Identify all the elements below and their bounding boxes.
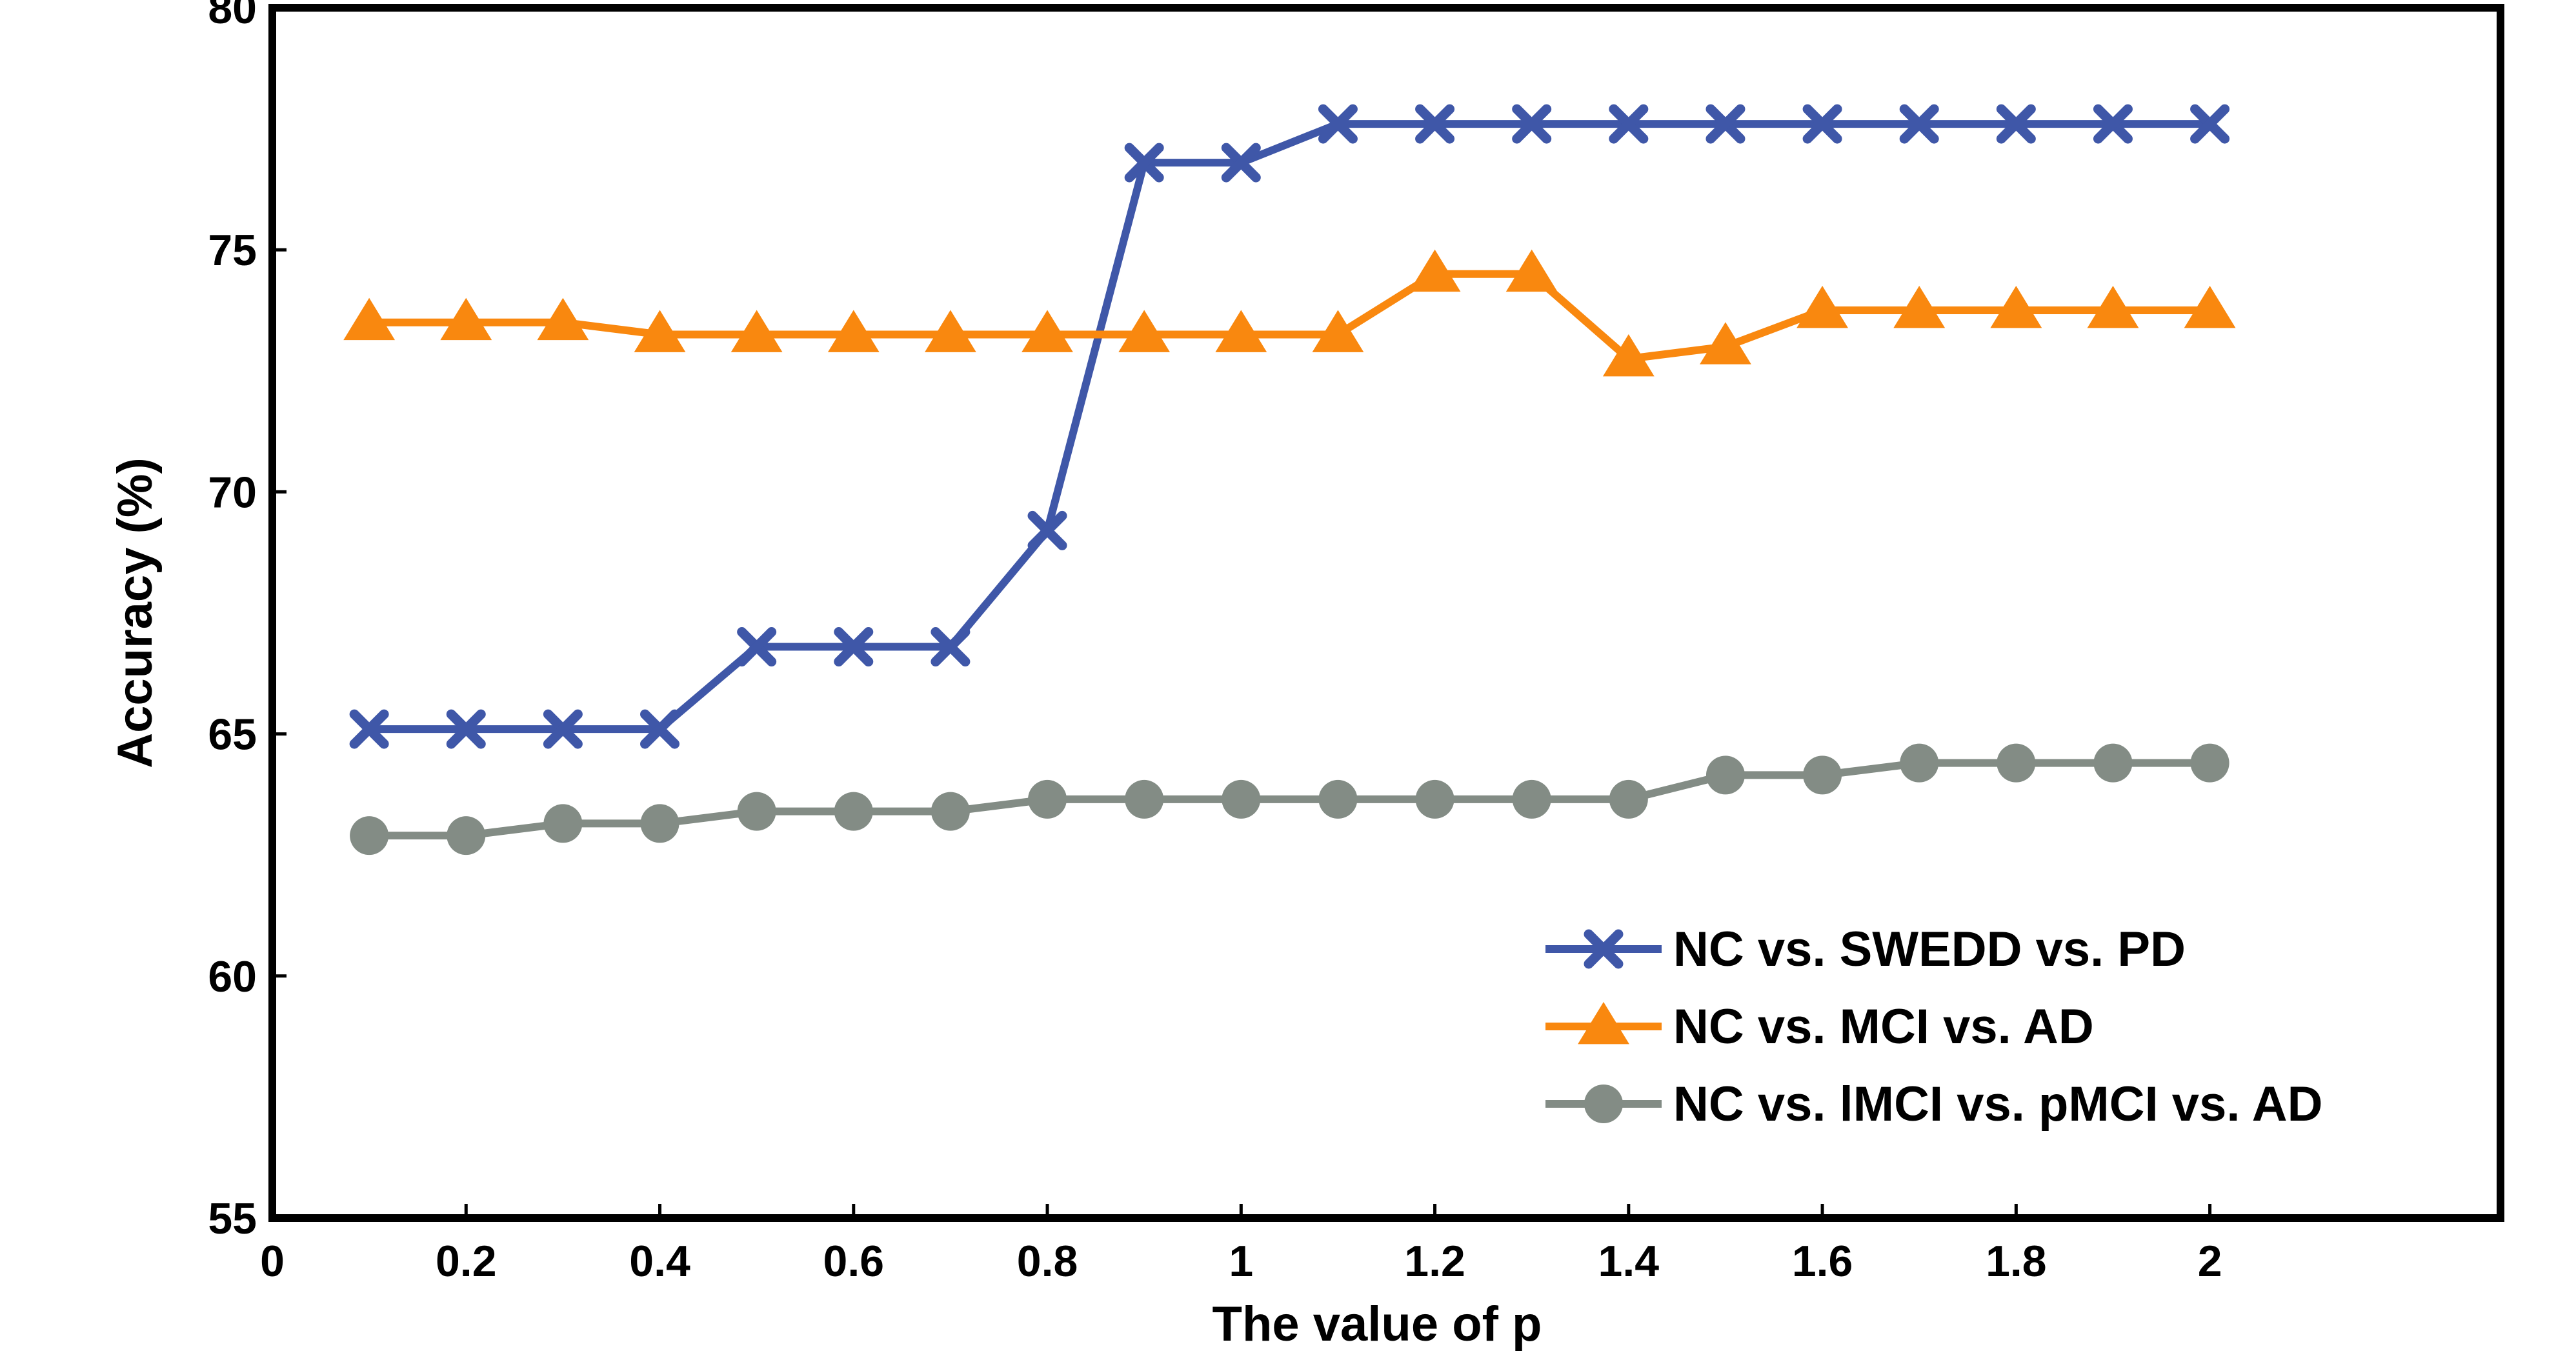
data-point bbox=[350, 816, 389, 855]
data-point bbox=[1318, 104, 1358, 144]
data-point bbox=[1318, 779, 1358, 819]
legend-item: NC vs. MCI vs. AD bbox=[1545, 999, 2094, 1054]
y-tick-label: 60 bbox=[208, 952, 257, 1001]
data-point bbox=[1027, 510, 1067, 550]
data-point bbox=[1505, 249, 1558, 292]
data-point bbox=[543, 709, 583, 749]
data-point bbox=[1706, 755, 1745, 795]
y-tick-label: 75 bbox=[208, 226, 257, 275]
data-point bbox=[1893, 286, 1946, 328]
data-point bbox=[1609, 779, 1648, 819]
data-point bbox=[446, 709, 486, 749]
data-point bbox=[1700, 322, 1751, 365]
data-point bbox=[737, 792, 776, 831]
data-point bbox=[1990, 286, 2042, 328]
legend-marker bbox=[1584, 929, 1624, 969]
data-point bbox=[1802, 104, 1842, 144]
x-tick-label: 0.6 bbox=[823, 1237, 885, 1286]
data-point bbox=[1124, 143, 1164, 183]
x-tick-label: 1.2 bbox=[1404, 1237, 1465, 1286]
data-point bbox=[1706, 104, 1746, 144]
data-point bbox=[634, 310, 686, 352]
data-point bbox=[925, 310, 976, 352]
data-point bbox=[1222, 779, 1261, 819]
data-point bbox=[440, 297, 492, 341]
data-point bbox=[1312, 310, 1364, 352]
series-2 bbox=[343, 249, 2236, 377]
x-tick-label: 2 bbox=[2198, 1237, 2222, 1286]
series-line bbox=[369, 270, 2210, 363]
legend-label: NC vs. lMCI vs. pMCI vs. AD bbox=[1673, 1077, 2323, 1132]
data-point bbox=[1996, 104, 2036, 144]
data-point bbox=[1125, 779, 1164, 819]
axis-ticks: 0 0.2 0.4 0.6 0.8 1 1.2 1.4 1.6 1.8 2 55 60 65 70 75 80 bbox=[208, 0, 2222, 1286]
data-point bbox=[543, 804, 583, 843]
y-tick-label: 80 bbox=[208, 0, 257, 33]
data-point bbox=[2190, 743, 2229, 783]
series-layer bbox=[343, 104, 2236, 855]
y-axis-title: Accuracy (%) bbox=[108, 457, 163, 768]
data-point bbox=[1028, 779, 1067, 819]
data-point bbox=[834, 627, 874, 667]
data-point bbox=[1602, 334, 1655, 377]
legend: NC vs. SWEDD vs. PD NC vs. MCI vs. AD NC v… bbox=[1545, 922, 2323, 1132]
data-point bbox=[349, 709, 389, 749]
x-tick-label: 0.8 bbox=[1017, 1237, 1078, 1286]
data-point bbox=[730, 310, 783, 352]
data-point bbox=[2087, 286, 2139, 328]
data-point bbox=[1512, 779, 1551, 819]
x-tick-label: 1 bbox=[1229, 1237, 1253, 1286]
data-point bbox=[343, 297, 396, 341]
x-tick-label: 0.2 bbox=[436, 1237, 497, 1286]
data-point bbox=[1415, 104, 1455, 144]
series-1 bbox=[349, 104, 2230, 749]
data-point bbox=[2093, 743, 2133, 783]
plot-frame bbox=[268, 4, 2504, 1222]
x-axis-title: The value of p bbox=[1213, 1297, 1542, 1352]
data-point bbox=[1215, 310, 1267, 352]
y-tick-label: 55 bbox=[208, 1194, 257, 1243]
data-point bbox=[1997, 743, 2036, 783]
data-point bbox=[1021, 310, 1073, 352]
data-point bbox=[1409, 249, 1461, 292]
data-point bbox=[1415, 779, 1454, 819]
legend-item: NC vs. lMCI vs. pMCI vs. AD bbox=[1545, 1077, 2323, 1132]
legend-label: NC vs. SWEDD vs. PD bbox=[1673, 922, 2186, 977]
data-point bbox=[2184, 286, 2236, 328]
data-point bbox=[1118, 310, 1171, 352]
x-tick-label: 0.4 bbox=[629, 1237, 690, 1286]
data-point bbox=[834, 792, 873, 831]
legend-marker bbox=[1578, 1002, 1629, 1045]
data-point bbox=[537, 297, 589, 341]
legend-label: NC vs. MCI vs. AD bbox=[1673, 999, 2094, 1054]
data-point bbox=[931, 792, 970, 831]
y-tick-label: 70 bbox=[208, 468, 257, 517]
data-point bbox=[1512, 104, 1552, 144]
y-tick-label: 65 bbox=[208, 710, 257, 759]
data-point bbox=[1803, 755, 1842, 795]
series-line bbox=[369, 120, 2210, 734]
x-tick-label: 1.8 bbox=[1986, 1237, 2047, 1286]
data-point bbox=[2093, 104, 2133, 144]
x-tick-label: 0 bbox=[260, 1237, 285, 1286]
data-point bbox=[1221, 143, 1261, 183]
x-tick-label: 1.4 bbox=[1598, 1237, 1660, 1286]
data-point bbox=[2190, 104, 2230, 144]
data-point bbox=[640, 709, 680, 749]
data-point bbox=[447, 816, 486, 855]
data-point bbox=[737, 627, 777, 667]
data-point bbox=[1900, 743, 1939, 783]
series-3 bbox=[350, 743, 2229, 855]
x-tick-label: 1.6 bbox=[1792, 1237, 1853, 1286]
data-point bbox=[1609, 104, 1649, 144]
data-point bbox=[640, 804, 679, 843]
data-point bbox=[1899, 104, 1939, 144]
data-point bbox=[1796, 286, 1848, 328]
data-point bbox=[827, 310, 880, 352]
data-point bbox=[931, 627, 971, 667]
legend-marker bbox=[1584, 1085, 1623, 1123]
legend-item: NC vs. SWEDD vs. PD bbox=[1545, 922, 2186, 977]
